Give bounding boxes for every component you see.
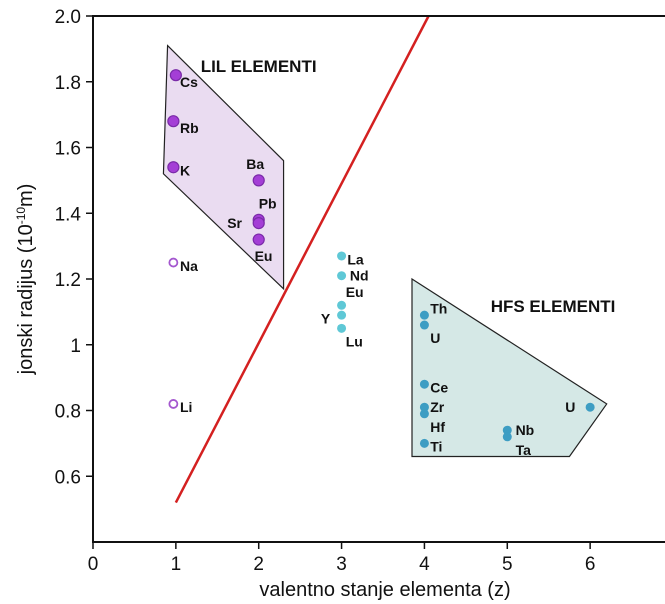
point-na-7 bbox=[168, 257, 179, 268]
point-zr-17 bbox=[419, 402, 429, 412]
point-label-u-15: U bbox=[430, 330, 440, 346]
point-eu-11 bbox=[337, 300, 347, 310]
point-u-15 bbox=[419, 320, 429, 330]
y-tick-label-1-6: 1.6 bbox=[55, 139, 81, 160]
point-k-2 bbox=[167, 161, 180, 174]
x-tick-label-4: 4 bbox=[419, 554, 430, 575]
point-label-pb-4: Pb bbox=[259, 195, 277, 211]
y-tick-label-1: 1 bbox=[70, 336, 81, 357]
y-axis-ticks: 0.6 0.8 1 1.2 1.4 1.6 1.8 2.0 bbox=[55, 7, 93, 488]
point-label-ba-3: Ba bbox=[246, 156, 264, 172]
point-label-rb-1: Rb bbox=[180, 120, 199, 136]
region-label-lil-elementi: LIL ELEMENTI bbox=[201, 57, 317, 76]
point-label-lu-13: Lu bbox=[346, 333, 363, 349]
y-tick-label-0-8: 0.8 bbox=[55, 402, 81, 423]
point-label-cs-0: Cs bbox=[180, 74, 198, 90]
x-tick-label-1: 1 bbox=[171, 554, 182, 575]
point-ta-21 bbox=[502, 432, 512, 442]
point-nb-20 bbox=[502, 425, 512, 435]
point-nd-10 bbox=[337, 271, 347, 281]
point-label-li-8: Li bbox=[180, 399, 192, 415]
point-li-8 bbox=[168, 399, 179, 409]
point-eu-6 bbox=[252, 233, 265, 246]
point-hf-18 bbox=[419, 409, 429, 419]
point-label-ce-16: Ce bbox=[430, 379, 448, 395]
trend-line-layer bbox=[174, 15, 430, 504]
x-tick-label-2: 2 bbox=[253, 554, 264, 575]
region-hfs-elementi bbox=[411, 277, 608, 458]
point-label-y-12: Y bbox=[321, 310, 331, 326]
point-ce-16 bbox=[419, 379, 429, 389]
point-label-k-2: K bbox=[180, 163, 190, 179]
y-axis-label-tail: m) bbox=[15, 184, 37, 207]
point-ti-19 bbox=[419, 438, 429, 448]
x-axis-label: valentno stanje elementa (z) bbox=[259, 579, 510, 601]
point-label-nb-20: Nb bbox=[516, 422, 535, 438]
point-label-zr-17: Zr bbox=[430, 399, 445, 415]
point-label-sr-5: Sr bbox=[227, 215, 242, 231]
x-tick-label-3: 3 bbox=[336, 554, 347, 575]
point-label-ta-21: Ta bbox=[516, 442, 532, 458]
point-y-12 bbox=[337, 310, 347, 320]
y-tick-label-1-4: 1.4 bbox=[55, 204, 82, 225]
point-label-la-9: La bbox=[347, 251, 364, 267]
point-lu-13 bbox=[337, 323, 347, 333]
point-label-na-7: Na bbox=[180, 258, 198, 274]
y-tick-label-2-0: 2.0 bbox=[55, 7, 81, 28]
point-sr-5 bbox=[252, 217, 265, 230]
x-axis-ticks: 0 1 2 3 4 5 6 bbox=[88, 542, 596, 575]
point-th-14 bbox=[419, 310, 429, 320]
region-label-hfs-elementi: HFS ELEMENTI bbox=[491, 297, 616, 316]
y-axis-label: jonski radijus (10-10m) bbox=[14, 184, 37, 376]
point-label-ti-19: Ti bbox=[430, 439, 442, 455]
point-la-9 bbox=[337, 251, 347, 261]
x-tick-label-5: 5 bbox=[502, 554, 513, 575]
point-rb-1 bbox=[167, 115, 180, 128]
point-label-th-14: Th bbox=[430, 301, 447, 317]
separator-line bbox=[174, 15, 430, 504]
point-ba-3 bbox=[252, 174, 265, 187]
x-tick-label-6: 6 bbox=[585, 554, 596, 575]
y-tick-label-1-2: 1.2 bbox=[55, 270, 81, 291]
point-label-hf-18: Hf bbox=[430, 419, 445, 435]
point-cs-0 bbox=[169, 69, 182, 82]
point-label-eu-11: Eu bbox=[346, 284, 364, 300]
point-label-eu-6: Eu bbox=[255, 248, 273, 264]
region-layer: LIL ELEMENTI HFS ELEMENTI bbox=[162, 44, 616, 458]
y-tick-label-1-8: 1.8 bbox=[55, 73, 81, 94]
point-label-nd-10: Nd bbox=[350, 268, 369, 284]
point-label-u-22: U bbox=[565, 399, 575, 415]
point-u-22 bbox=[585, 402, 595, 412]
x-tick-label-0: 0 bbox=[88, 554, 99, 575]
region-lil-elementi bbox=[162, 44, 285, 291]
y-tick-label-0-6: 0.6 bbox=[55, 467, 81, 488]
y-axis-label-main: jonski radijus (10 bbox=[15, 224, 37, 375]
y-axis-label-sup: -10 bbox=[14, 207, 28, 225]
